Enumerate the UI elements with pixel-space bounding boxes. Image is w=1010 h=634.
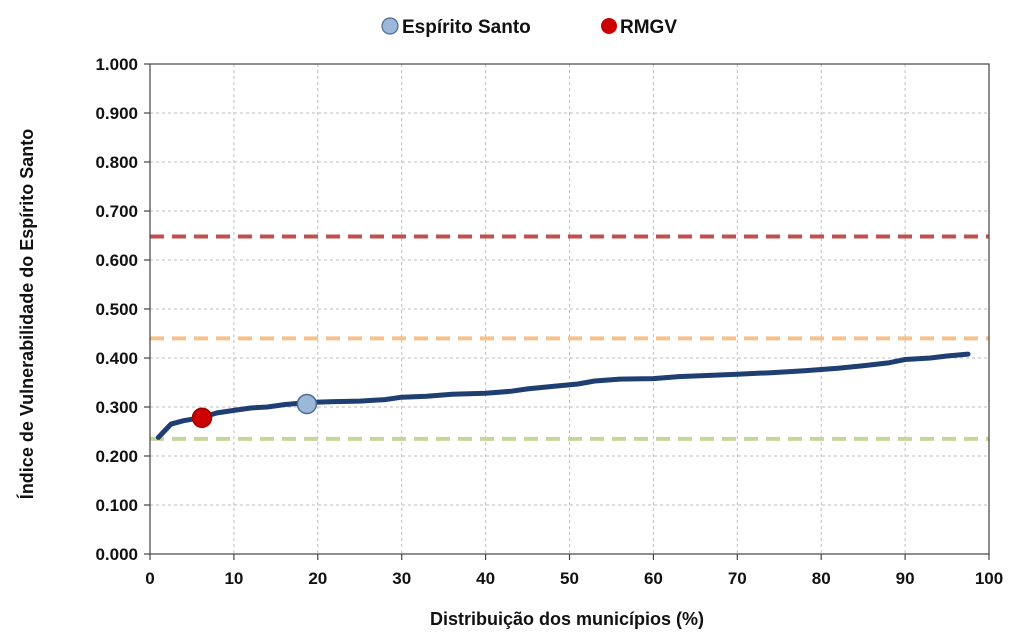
x-axis-tick-labels: 0 10 20 30 40 50 60 70 80 90 100 [145,569,1003,588]
x-tick-label: 40 [476,569,495,588]
y-tick-label: 0.300 [95,398,138,417]
x-tick-label: 10 [224,569,243,588]
x-tick-label: 50 [560,569,579,588]
y-tick-label: 0.100 [95,496,138,515]
reference-lines [150,234,989,441]
y-axis-title: Índice de Vulnerabilidade do Espírito Sa… [16,129,37,499]
series [155,351,971,440]
x-tick-label: 0 [145,569,154,588]
x-tick-label: 60 [644,569,663,588]
legend-marker-rmgv [601,18,617,34]
x-tick-label: 30 [392,569,411,588]
y-tick-label: 0.600 [95,251,138,270]
y-tick-label: 0.800 [95,153,138,172]
legend: Espírito Santo RMGV [381,17,677,38]
x-tick-label: 100 [975,569,1003,588]
y-axis-tick-labels: 0.000 0.100 0.200 0.300 0.400 0.500 0.600 0.700… [95,55,138,564]
x-tick-label: 20 [308,569,327,588]
y-tick-label: 0.900 [95,104,138,123]
x-tick-label: 90 [896,569,915,588]
point-espirito-santo [296,393,318,415]
point-rmgv [191,407,213,429]
axis-ticks [144,63,990,560]
y-tick-label: 1.000 [95,55,138,74]
legend-label-rmgv: RMGV [620,17,677,38]
grid [150,64,989,554]
y-tick-label: 0.500 [95,300,138,319]
legend-marker-espirito-santo [381,17,399,35]
x-tick-label: 70 [728,569,747,588]
x-axis-title: Distribuição dos municípios (%) [430,609,704,629]
legend-label-espirito-santo: Espírito Santo [402,17,531,38]
y-tick-label: 0.000 [95,545,138,564]
y-tick-label: 0.200 [95,447,138,466]
y-tick-label: 0.400 [95,349,138,368]
y-tick-label: 0.700 [95,202,138,221]
vulnerability-curve [155,351,971,440]
x-tick-label: 80 [812,569,831,588]
